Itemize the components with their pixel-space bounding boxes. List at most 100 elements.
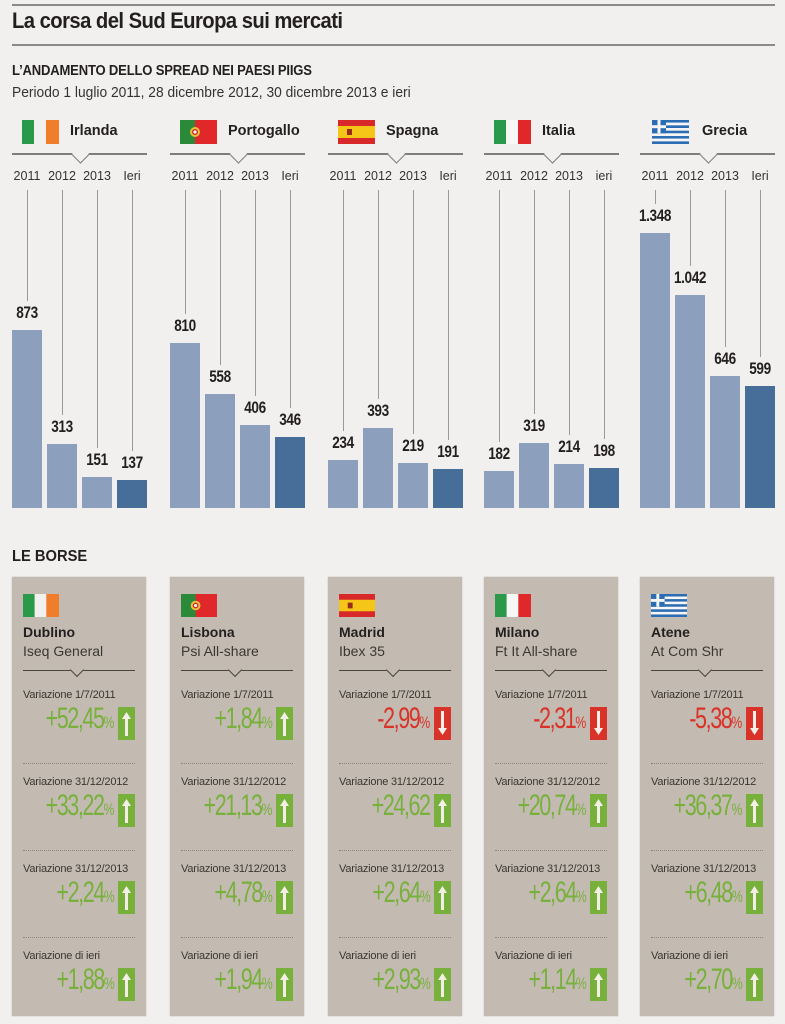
bar-portogallo-ieri xyxy=(275,437,305,508)
variation-unit: % xyxy=(575,887,587,906)
arrow-up-icon xyxy=(118,881,135,914)
country-group-irlanda: Irlanda 2011 873 2012 313 2013 151 Ieri 137 xyxy=(12,112,147,512)
arrow-up-icon xyxy=(746,968,763,1001)
variation-unit: % xyxy=(261,974,273,993)
year-label: 2012 xyxy=(48,169,76,183)
bar-value-label: 219 xyxy=(402,436,424,456)
bar-spagna-2011 xyxy=(328,460,358,508)
market-card-lisbona: Lisbona Psi All-share Variazione 1/7/2011 +… xyxy=(170,577,304,1016)
bar-italia-2013 xyxy=(554,464,584,508)
variation-row: Variazione 1/7/2011 -2,31% xyxy=(484,676,618,762)
leader-line xyxy=(534,190,535,414)
variation-unit: % xyxy=(419,974,431,993)
variation-row: Variazione 31/12/2013 +2,24% xyxy=(12,850,146,936)
bar-value-label: 313 xyxy=(51,417,73,437)
variation-value: +36,37% xyxy=(673,789,743,827)
market-city: Dublino xyxy=(23,624,76,640)
year-label: 2013 xyxy=(555,169,583,183)
dotted-divider xyxy=(495,763,607,764)
variation-number: +33,22 xyxy=(45,789,105,822)
greece-flag-icon xyxy=(652,120,689,145)
variation-number: +1,14 xyxy=(528,963,577,996)
variation-number: +2,24 xyxy=(56,876,105,909)
leader-line xyxy=(448,190,449,441)
variation-number: +6,48 xyxy=(684,876,733,909)
year-label: 2011 xyxy=(485,169,513,183)
bar-value-label: 406 xyxy=(244,398,266,418)
leader-line xyxy=(760,190,761,357)
dotted-divider xyxy=(495,850,607,851)
arrow-up-icon xyxy=(276,794,293,827)
leader-line xyxy=(220,190,221,366)
arrow-up-icon xyxy=(434,881,451,914)
variation-label: Variazione 1/7/2011 xyxy=(181,689,274,701)
year-label: 2012 xyxy=(520,169,548,183)
variation-label: Variazione 31/12/2012 xyxy=(181,776,287,788)
bar-italia-2012 xyxy=(519,442,549,508)
chart-period: Periodo 1 luglio 2011, 28 dicembre 2012,… xyxy=(12,84,411,101)
variation-value: +2,93% xyxy=(372,963,430,1001)
year-label: ieri xyxy=(595,169,613,183)
variation-row: Variazione 1/7/2011 -5,38% xyxy=(640,676,774,762)
card-notch xyxy=(69,662,85,678)
variation-unit: % xyxy=(575,713,587,732)
bar-grecia-ieri xyxy=(745,385,775,508)
variation-number: -5,38 xyxy=(689,702,733,735)
bar-value-label: 214 xyxy=(558,437,580,457)
bar-spagna-2013 xyxy=(398,463,428,508)
variation-number: +4,78 xyxy=(214,876,263,909)
variation-unit: % xyxy=(731,887,743,906)
country-header: Grecia xyxy=(640,112,775,152)
variation-value: +33,22% xyxy=(45,789,115,827)
ireland-flag-icon xyxy=(22,120,59,144)
year-label: 2013 xyxy=(83,169,111,183)
leader-line xyxy=(290,190,291,409)
bar-value-label: 191 xyxy=(437,442,459,462)
italy-flag-icon xyxy=(494,120,531,144)
country-name: Spagna xyxy=(386,123,439,139)
variation-row: Variazione 31/12/2012 +21,13% xyxy=(170,763,304,849)
variation-number: +2,70 xyxy=(684,963,733,996)
variation-number: +36,37 xyxy=(673,789,733,822)
bar-italia-ieri xyxy=(589,467,619,508)
variation-unit: % xyxy=(103,800,115,819)
variation-value: +20,74% xyxy=(517,789,587,827)
arrow-down-icon xyxy=(590,707,607,740)
variation-row: Variazione 31/12/2012 +33,22% xyxy=(12,763,146,849)
variation-row: Variazione 31/12/2013 +4,78% xyxy=(170,850,304,936)
country-name: Irlanda xyxy=(70,123,118,139)
arrow-up-icon xyxy=(434,968,451,1001)
dotted-divider xyxy=(23,763,135,764)
variation-value: +1,88% xyxy=(56,963,114,1001)
bar-value-label: 810 xyxy=(174,315,196,335)
year-label: 2011 xyxy=(171,169,199,183)
variation-number: +1,94 xyxy=(214,963,263,996)
dotted-divider xyxy=(495,937,607,938)
dotted-divider xyxy=(651,850,763,851)
greece-flag-icon xyxy=(651,594,687,618)
arrow-up-icon xyxy=(118,968,135,1001)
leader-line xyxy=(499,190,500,442)
bar-irlanda-2012 xyxy=(47,444,77,508)
bar-value-label: 393 xyxy=(367,400,389,420)
borse-title: LE BORSE xyxy=(12,548,88,565)
arrow-up-icon xyxy=(276,881,293,914)
dotted-divider xyxy=(181,850,293,851)
variation-value: +52,45% xyxy=(46,702,115,740)
variation-value: +6,48% xyxy=(684,876,742,914)
variation-label: Variazione di ieri xyxy=(651,950,728,962)
market-city: Milano xyxy=(495,624,540,640)
bar-value-label: 198 xyxy=(593,440,615,460)
variation-unit: % xyxy=(419,887,431,906)
variation-value: +2,64% xyxy=(528,876,586,914)
variation-number: +20,74 xyxy=(517,789,577,822)
variation-value: -2,31% xyxy=(534,702,587,740)
market-city: Lisbona xyxy=(181,624,235,640)
variation-value: -2,99% xyxy=(378,702,431,740)
variation-unit: % xyxy=(103,887,115,906)
year-label: 2013 xyxy=(399,169,427,183)
leader-line xyxy=(378,190,379,399)
top-rule xyxy=(12,4,775,6)
bar-value-label: 234 xyxy=(332,433,354,453)
arrow-up-icon xyxy=(118,794,135,827)
